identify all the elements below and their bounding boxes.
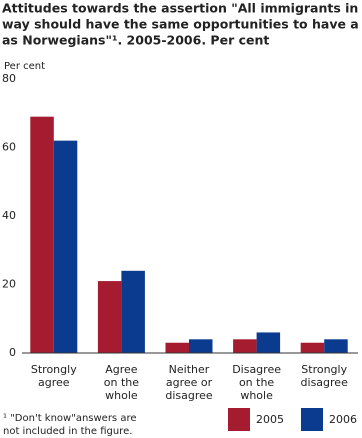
- y-tick-label: 60: [2, 141, 16, 154]
- x-tick-label: disagree: [301, 376, 349, 389]
- bar: [30, 116, 54, 353]
- bar: [97, 281, 122, 353]
- footnote: ¹ "Don't know"answers are: [3, 413, 137, 424]
- bar: [165, 342, 189, 353]
- chart-title: as Norwegians"¹. 2005-2006. Per cent: [2, 33, 269, 48]
- x-tick-label: whole: [105, 389, 138, 402]
- x-tick-label: agree: [38, 376, 70, 389]
- x-tick-label: Strongly: [31, 363, 77, 376]
- x-tick-label: on the: [239, 376, 274, 389]
- x-tick-label: on the: [104, 376, 139, 389]
- legend-label: 2006: [329, 413, 357, 426]
- chart-title: way should have the same opportunities t…: [2, 17, 362, 32]
- y-tick-label: 0: [9, 346, 16, 359]
- x-tick-label: Agree: [105, 363, 138, 376]
- bar: [189, 339, 213, 353]
- legend-swatch: [301, 408, 323, 431]
- y-tick-label: 20: [2, 278, 16, 291]
- bar: [300, 342, 325, 353]
- y-axis-label: Per cent: [4, 61, 45, 72]
- bar: [256, 332, 281, 353]
- chart-title: Attitudes towards the assertion "All imm…: [2, 1, 362, 16]
- bar: [121, 270, 145, 353]
- y-tick-label: 40: [2, 209, 16, 222]
- bar: [233, 339, 257, 353]
- bar: [53, 140, 78, 353]
- legend-label: 2005: [256, 413, 284, 426]
- y-tick-label: 80: [2, 72, 16, 85]
- bar: [324, 339, 348, 353]
- x-tick-label: Strongly: [301, 363, 347, 376]
- x-tick-label: Neither: [169, 363, 210, 376]
- footnote: not included in the figure.: [3, 426, 132, 437]
- x-tick-label: agree or: [166, 376, 213, 389]
- legend-swatch: [228, 408, 250, 431]
- x-tick-label: disagree: [165, 389, 213, 402]
- x-tick-label: whole: [240, 389, 273, 402]
- x-tick-label: Disagree: [232, 363, 281, 376]
